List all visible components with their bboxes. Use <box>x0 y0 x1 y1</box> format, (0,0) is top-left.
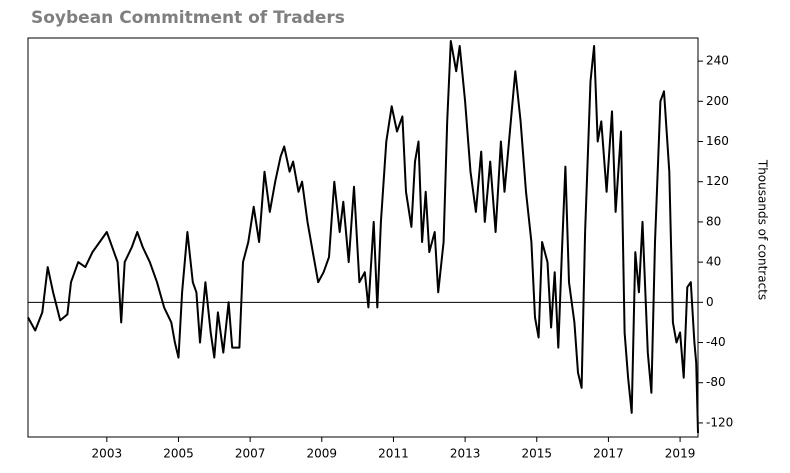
y-tick-label: 160 <box>706 134 729 148</box>
y-tick-label: -80 <box>706 375 726 389</box>
x-tick-label: 2003 <box>92 447 123 461</box>
x-tick-label: 2011 <box>378 447 409 461</box>
y-tick-label: 240 <box>706 54 729 68</box>
data-line <box>27 40 699 434</box>
x-tick-label: 2019 <box>665 447 696 461</box>
y-tick-label: -40 <box>706 335 726 349</box>
y-tick-label: -120 <box>706 415 733 429</box>
chart-title: Soybean Commitment of Traders <box>31 8 345 28</box>
x-tick-label: 2007 <box>235 447 266 461</box>
x-tick-label: 2015 <box>521 447 552 461</box>
y-axis-label: Thousands of contracts <box>756 159 770 300</box>
x-tick-label: 2013 <box>450 447 481 461</box>
y-tick-label: 200 <box>706 94 729 108</box>
y-tick-label: 120 <box>706 174 729 188</box>
x-tick-label: 2017 <box>593 447 624 461</box>
plot-frame <box>27 37 699 438</box>
x-tick-label: 2009 <box>307 447 338 461</box>
y-tick-label: 40 <box>706 255 721 269</box>
y-tick-label: 0 <box>706 295 714 309</box>
y-tick-label: 80 <box>706 214 721 228</box>
x-tick-label: 2005 <box>163 447 194 461</box>
